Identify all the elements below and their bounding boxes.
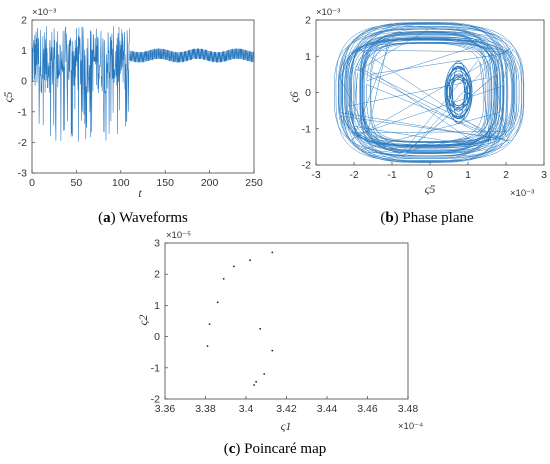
y-tick-label: -1 bbox=[302, 123, 311, 135]
poincare-point bbox=[271, 349, 274, 352]
caption-b: (b) Phase plane bbox=[380, 210, 474, 226]
plot-frame-c bbox=[164, 242, 409, 400]
y-tick-label: -2 bbox=[302, 160, 311, 172]
y-axis-label-a: ς5 bbox=[1, 92, 15, 103]
y-tick-label: -1 bbox=[18, 106, 27, 118]
poincare-point bbox=[233, 265, 235, 268]
phase-trajectory-inner bbox=[444, 60, 473, 124]
x-tick-label: 3.4 bbox=[239, 403, 254, 415]
series-phase-trajectory bbox=[333, 22, 525, 163]
x-tick-label: 50 bbox=[71, 177, 83, 189]
poincare-point bbox=[249, 259, 252, 262]
x-tick-label: 0 bbox=[29, 177, 35, 189]
y-tick-label: 0 bbox=[21, 76, 27, 88]
y-tick-label: -3 bbox=[18, 168, 27, 180]
x-axis-label-c: ς1 bbox=[281, 419, 292, 433]
x-tick-label: -1 bbox=[387, 169, 396, 181]
caption-a: (a) Waveforms bbox=[98, 210, 188, 226]
x-tick-label: 100 bbox=[112, 177, 130, 189]
x-tick-label: 150 bbox=[156, 177, 174, 189]
poincare-point bbox=[263, 373, 266, 375]
x-tick-label: 3.44 bbox=[317, 403, 338, 415]
poincare-point bbox=[206, 345, 209, 347]
y-tick-label: 1 bbox=[21, 45, 27, 57]
x-tick-label: 3.48 bbox=[398, 403, 419, 415]
x-tick-label: 200 bbox=[201, 177, 219, 189]
poincare-point bbox=[271, 251, 274, 254]
x-tick-label: -3 bbox=[311, 169, 320, 181]
y-tick-label: 0 bbox=[305, 87, 311, 99]
y-tick-label: 3 bbox=[154, 238, 160, 250]
y-tick-label: 1 bbox=[305, 51, 311, 63]
y-tick-label: 2 bbox=[154, 269, 160, 281]
caption-c: (c) Poincaré map bbox=[224, 441, 326, 457]
phase-trajectory-outer bbox=[333, 22, 525, 163]
x-tick-label: 0 bbox=[427, 169, 433, 181]
series-poincare-points bbox=[206, 251, 274, 386]
x-tick-label: 3.42 bbox=[276, 403, 297, 415]
x-tick-label: 2 bbox=[503, 169, 509, 181]
poincare-point bbox=[253, 384, 256, 386]
series-waveform bbox=[31, 26, 255, 142]
x-tick-label: 3.38 bbox=[195, 403, 216, 415]
waveform-chaotic-line bbox=[31, 26, 130, 142]
x-axis-label-a: t bbox=[138, 186, 142, 200]
x-tick-label: 1 bbox=[465, 169, 471, 181]
x-tick-label: 3.36 bbox=[155, 403, 176, 415]
y-tick-label: -2 bbox=[151, 394, 160, 406]
y-tick-label: 0 bbox=[154, 331, 160, 343]
panel-c-poincare-map: 3.36 3.38 3.4 3.42 3.44 3.46 3.48 -2 -1 0 1 2 3 ×10⁻… bbox=[136, 230, 423, 457]
poincare-point bbox=[255, 380, 257, 383]
panel-a-waveforms: 0 50 100 150 200 250 -3 -2 -1 0 1 2 ×10⁻³ t ς5 (a) … bbox=[1, 7, 263, 226]
x-exponent-c: ×10⁻⁴ bbox=[398, 421, 423, 432]
poincare-point bbox=[216, 301, 219, 304]
y-exponent-b: ×10⁻³ bbox=[316, 7, 340, 18]
poincare-point bbox=[222, 278, 225, 280]
poincare-point bbox=[208, 323, 211, 325]
y-tick-label: -1 bbox=[151, 362, 160, 374]
y-tick-label: 2 bbox=[21, 15, 27, 27]
x-axis-label-b: ς5 bbox=[425, 182, 436, 196]
y-tick-label: -2 bbox=[18, 137, 27, 149]
y-axis-label-c: ς2 bbox=[136, 315, 150, 326]
x-tick-label: 250 bbox=[245, 177, 263, 189]
y-exponent-c: ×10⁻⁵ bbox=[166, 230, 191, 241]
x-tick-label: 3 bbox=[541, 169, 547, 181]
waveform-periodic-line bbox=[129, 48, 255, 63]
y-axis-label-b: ς6 bbox=[287, 92, 301, 103]
x-tick-label: 3.46 bbox=[357, 403, 378, 415]
y-tick-label: 1 bbox=[154, 300, 160, 312]
poincare-point bbox=[259, 327, 262, 330]
y-tick-label: 2 bbox=[305, 15, 311, 27]
x-exponent-b: ×10⁻³ bbox=[510, 188, 534, 199]
x-tick-label: -2 bbox=[349, 169, 358, 181]
y-exponent-a: ×10⁻³ bbox=[32, 7, 56, 18]
plot-frame-a bbox=[31, 19, 255, 174]
